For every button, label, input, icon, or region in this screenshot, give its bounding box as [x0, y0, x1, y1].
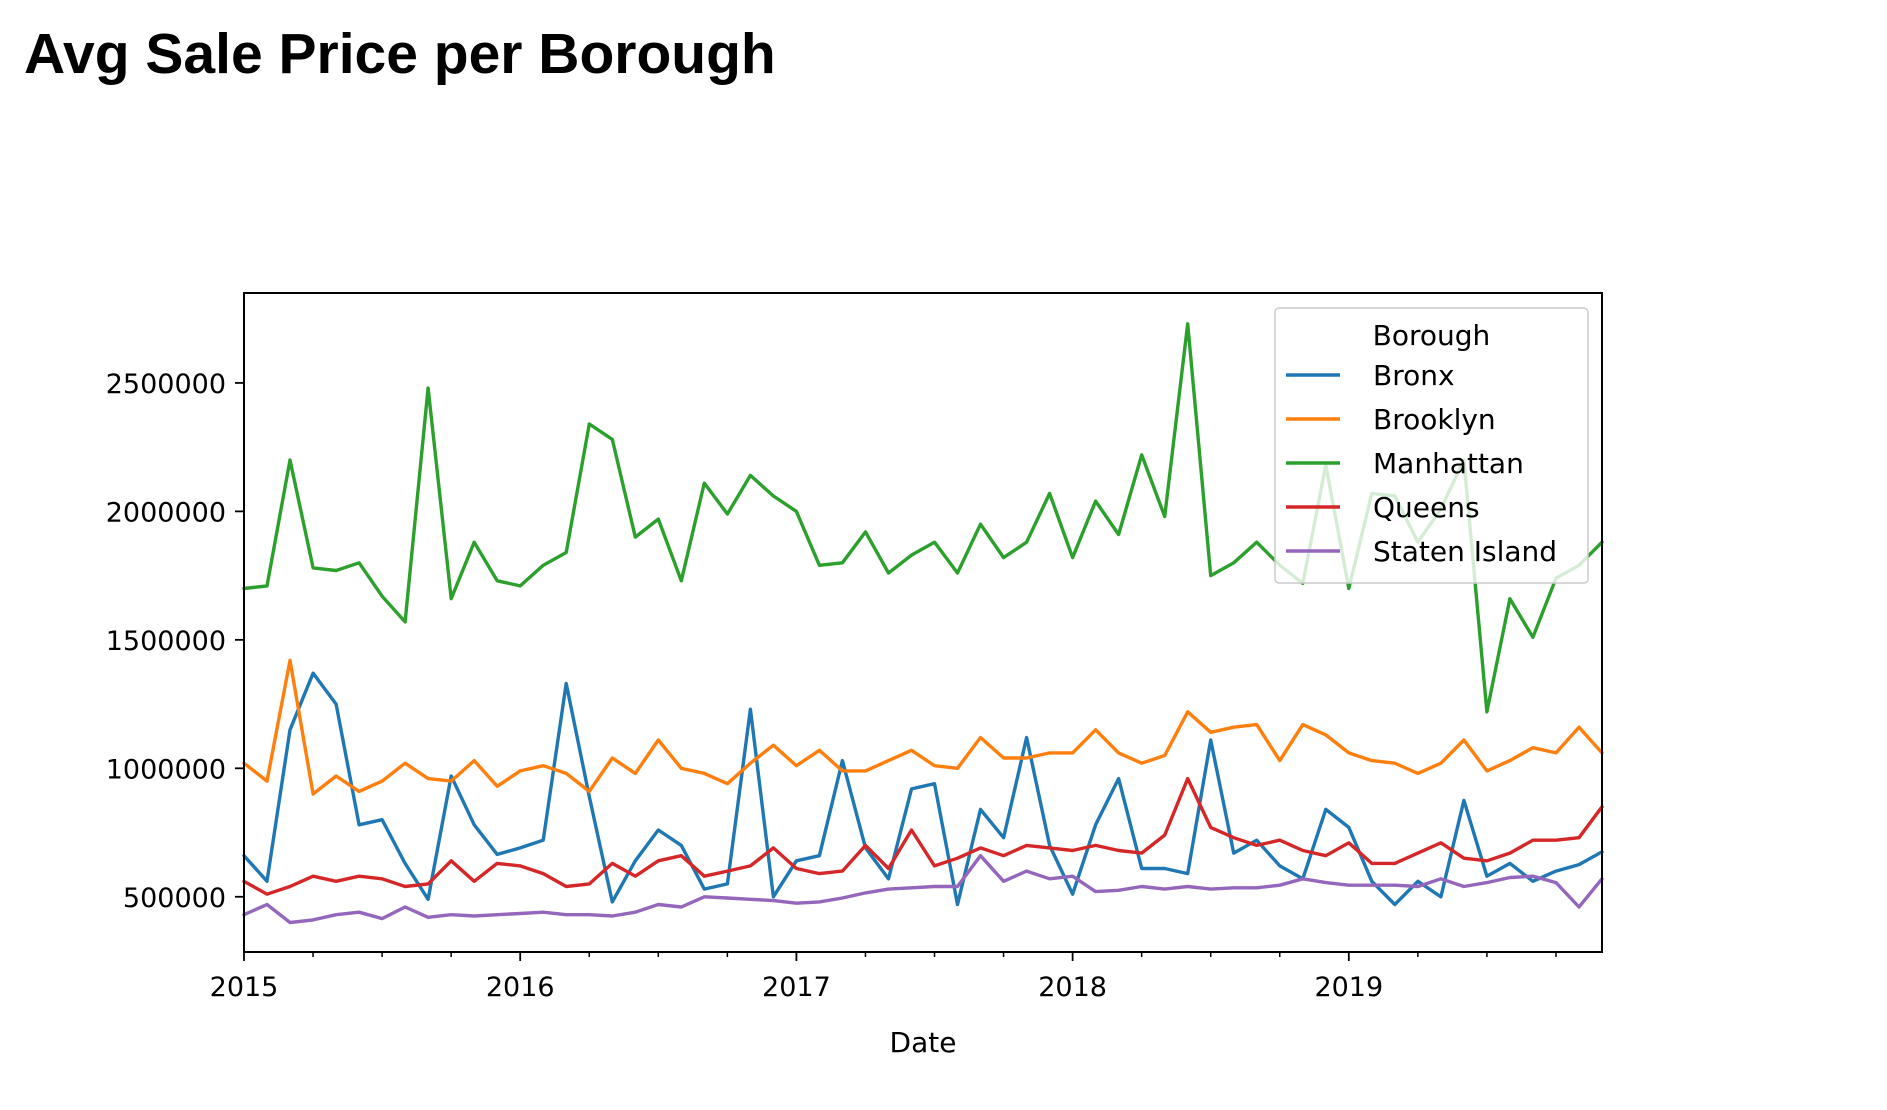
y-tick-label: 1500000 [106, 626, 226, 657]
x-axis-label: Date [890, 1026, 957, 1059]
page-title: Avg Sale Price per Borough [24, 22, 776, 86]
y-axis: 500000 1000000 1500000 2000000 2500000 [106, 369, 244, 914]
legend-label-bronx: Bronx [1373, 359, 1455, 392]
series-line-brooklyn [242, 658, 1604, 796]
series-line-queens [242, 776, 1604, 896]
legend-label-manhattan: Manhattan [1373, 447, 1524, 480]
series-line-staten-island [242, 854, 1604, 925]
x-tick-label: 2015 [210, 972, 279, 1003]
legend-box [1274, 307, 1589, 584]
x-tick-label: 2019 [1314, 972, 1383, 1003]
x-tick-label: 2018 [1038, 972, 1107, 1003]
y-tick-label: 2000000 [106, 497, 226, 528]
legend-label-brooklyn: Brooklyn [1373, 403, 1496, 436]
y-tick-label: 2500000 [106, 369, 226, 400]
legend-label-staten-island: Staten Island [1373, 535, 1557, 568]
legend: Borough Bronx Brooklyn Manhattan Queens Stat… [1274, 307, 1589, 584]
legend-title: Borough [1373, 319, 1491, 352]
plot-frame [243, 292, 1603, 953]
series-line-bronx [242, 671, 1604, 907]
legend-label-queens: Queens [1373, 491, 1480, 524]
x-tick-label: 2016 [486, 972, 555, 1003]
y-tick-label: 1000000 [106, 754, 226, 785]
x-tick-label: 2017 [762, 972, 831, 1003]
y-tick-label: 500000 [123, 883, 226, 914]
x-axis: 2015 2016 2017 2018 2019 [210, 952, 1557, 1003]
